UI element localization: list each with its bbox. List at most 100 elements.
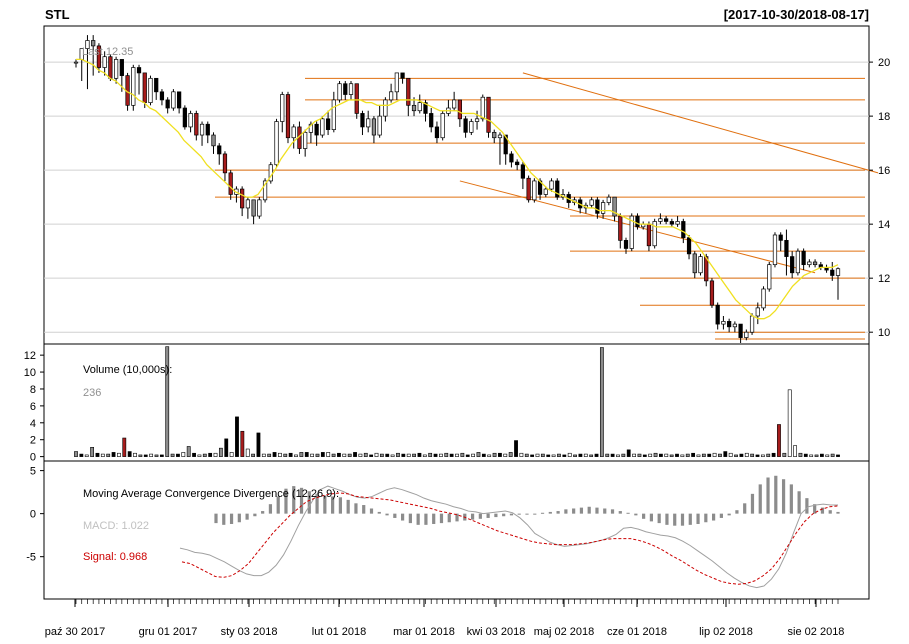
candle-body xyxy=(784,240,789,257)
last-price-label: Last 12.35 xyxy=(82,46,133,58)
volume-bar xyxy=(626,449,631,457)
volume-bar xyxy=(138,454,143,457)
x-tick-label: lut 01 2018 xyxy=(312,626,366,638)
volume-bar xyxy=(487,454,492,457)
candle-body xyxy=(772,234,778,266)
candle-body xyxy=(194,113,199,136)
macd-histogram-bar xyxy=(517,513,521,515)
volume-bar xyxy=(100,453,105,457)
macd-histogram-bar xyxy=(315,493,319,514)
macd-histogram-bar xyxy=(688,513,692,525)
volume-bar xyxy=(637,453,642,457)
volume-bar xyxy=(379,453,384,457)
macd-histogram-bar xyxy=(299,487,304,514)
candle-body xyxy=(211,134,216,147)
candle-body xyxy=(778,234,783,241)
volume-tick-label: 0 xyxy=(30,452,36,464)
candle-body xyxy=(727,321,732,328)
x-tick-label: cze 01 2018 xyxy=(607,626,667,638)
candle-body xyxy=(618,215,623,241)
macd-histogram-bar xyxy=(408,513,412,524)
candle-body xyxy=(188,113,193,128)
candle-body xyxy=(457,99,462,120)
candle-body xyxy=(629,215,634,249)
macd-histogram-bar xyxy=(455,513,459,522)
macd-histogram xyxy=(214,475,840,526)
symbol-title: STL xyxy=(45,7,70,22)
volume-bar xyxy=(599,347,604,457)
macd-histogram-bar xyxy=(696,513,700,524)
macd-histogram-bar xyxy=(533,513,537,515)
volume-bar xyxy=(310,453,315,457)
volume-bar xyxy=(208,452,213,457)
volume-bar xyxy=(176,453,180,457)
volume-bar xyxy=(680,454,685,457)
volume-bar xyxy=(744,452,749,457)
volume-bar xyxy=(192,452,196,457)
volume-bar xyxy=(659,453,663,457)
volume-bar xyxy=(117,452,121,457)
volume-tick-label: 4 xyxy=(30,418,36,430)
candle-body xyxy=(807,261,812,266)
volume-bar xyxy=(691,452,696,457)
volume-bar xyxy=(455,453,459,457)
candle-body xyxy=(205,123,210,136)
volume-bar xyxy=(261,453,266,457)
volume-bar xyxy=(540,453,545,457)
candle-body xyxy=(549,180,554,190)
volume-bar xyxy=(181,452,186,457)
volume-tick-label: 8 xyxy=(30,384,36,396)
candle-body xyxy=(142,72,147,103)
candle-body xyxy=(371,118,377,136)
volume-bar xyxy=(712,452,717,457)
volume-bar xyxy=(396,452,400,457)
volume-bar xyxy=(326,452,331,457)
candle-body xyxy=(257,199,262,217)
candle-body xyxy=(366,118,371,128)
candle-body xyxy=(469,121,474,133)
candle-body xyxy=(526,177,531,201)
candle-body xyxy=(285,94,291,139)
volume-bar xyxy=(836,454,840,457)
candle-body xyxy=(199,123,205,136)
volume-bar xyxy=(476,452,481,457)
volume-bar xyxy=(439,453,443,457)
volume-bar xyxy=(718,453,722,457)
x-tick-label: maj 02 2018 xyxy=(534,626,595,638)
macd-histogram-bar xyxy=(548,511,552,514)
volume-bar xyxy=(782,452,787,457)
volume-bar xyxy=(358,453,363,457)
volume-bar xyxy=(337,452,341,457)
macd-histogram-bar xyxy=(424,513,428,525)
volume-bar xyxy=(278,452,282,457)
macd-histogram-bar xyxy=(447,513,451,523)
candle-body xyxy=(749,315,755,333)
volume-bar xyxy=(202,453,207,457)
macd-histogram-bar xyxy=(704,513,708,523)
macd-histogram-bar xyxy=(502,513,506,517)
macd-histogram-bar xyxy=(774,475,778,514)
candle-body xyxy=(595,199,600,214)
candle-body xyxy=(119,59,124,76)
candle-body xyxy=(280,94,285,122)
volume-title: Volume (10,000s): xyxy=(83,364,172,376)
volume-bar xyxy=(664,453,669,457)
macd-histogram-bar xyxy=(805,498,809,514)
x-tick-label: paź 30 2017 xyxy=(45,626,106,638)
volume-bar xyxy=(320,452,325,457)
volume-bars xyxy=(74,346,840,457)
volume-bar xyxy=(675,453,679,457)
candle-body xyxy=(394,72,399,93)
candle-body xyxy=(761,288,766,309)
candle-body xyxy=(692,253,697,274)
volume-bar xyxy=(256,432,261,457)
candle-body xyxy=(308,123,314,133)
candle-body xyxy=(492,131,497,139)
macd-histogram-bar xyxy=(665,513,669,525)
volume-bar xyxy=(707,453,712,457)
volume-bar xyxy=(342,453,347,457)
x-tick-label: mar 01 2018 xyxy=(393,626,455,638)
macd-histogram-bar xyxy=(369,508,374,514)
candle-body xyxy=(291,126,296,139)
candle-body xyxy=(411,104,417,112)
